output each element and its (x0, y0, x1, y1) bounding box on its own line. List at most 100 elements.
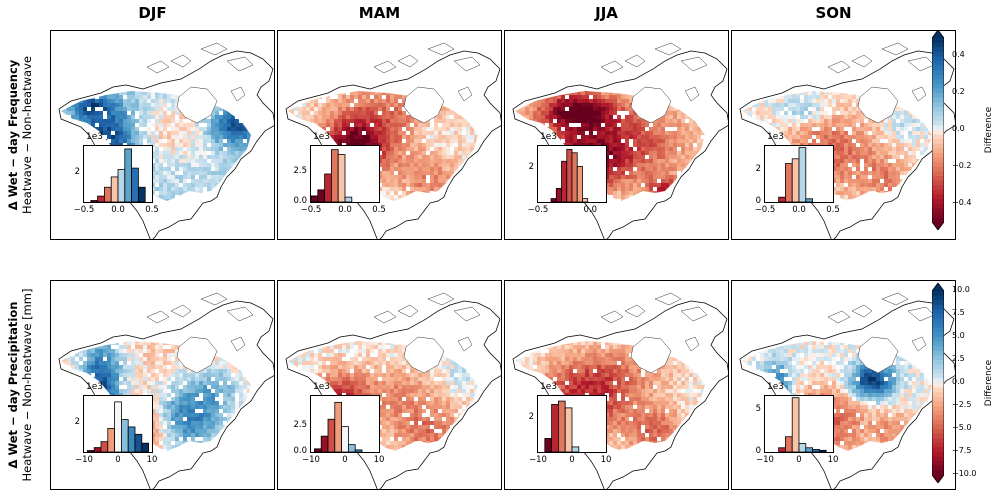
histogram-x-tick: 0.5 (826, 205, 840, 215)
water-body (230, 336, 246, 352)
histogram-y-tick: 0.0 (293, 196, 307, 206)
histogram-bar (327, 418, 336, 452)
histogram-bar (87, 450, 95, 452)
water-body (911, 336, 927, 352)
histogram-scale-label: 1e3 (767, 132, 784, 142)
histogram-x-tick: −10 (75, 455, 93, 465)
water-body (403, 336, 445, 374)
histogram-x-tick: 10 (600, 455, 612, 465)
water-body (146, 310, 170, 324)
colorbar-tick-label: −10.0 (952, 469, 977, 478)
water-body (176, 336, 218, 374)
water-body (397, 54, 419, 68)
histogram-x-tick: −0.5 (300, 205, 322, 215)
histogram-inset: 1e3 2 −0.5 0.0 0.5 (74, 132, 159, 215)
histogram-bar (127, 426, 136, 452)
histogram-bar (97, 195, 105, 202)
water-body (226, 306, 254, 322)
colorbar-tick-label: −2.5 (952, 400, 972, 409)
north-america-map (285, 292, 501, 489)
histogram-x-tick: 0 (342, 455, 348, 465)
histogram-bar (93, 447, 102, 452)
histogram-bar (551, 404, 559, 452)
water-body (373, 60, 397, 74)
map-panel-precipitation-son: 1e3 5 0 −10 0 10 (731, 280, 956, 490)
histogram-bar (819, 449, 827, 452)
histogram-x-tick: −10 (302, 455, 320, 465)
water-body (911, 86, 927, 102)
histogram-bar (134, 433, 143, 452)
water-body (200, 292, 228, 306)
histogram-bar (555, 188, 562, 202)
histogram-y-tick: 2.5 (293, 419, 307, 430)
water-body (654, 292, 682, 306)
histogram-bar (344, 196, 353, 202)
histogram-y-tick: 2 (74, 416, 80, 427)
water-body (881, 42, 909, 56)
histogram-x-tick: 0 (796, 455, 802, 465)
water-body (680, 306, 708, 322)
row-label-precipitation-subtitle: Heatwave − Non-heatwave [mm] (20, 288, 34, 482)
row-label-precipitation: Δ Wet − day Precipitation Heatwave − Non… (0, 280, 40, 490)
water-body (457, 336, 473, 352)
histogram-bar (576, 165, 583, 202)
row-label-frequency-title: Δ Wet − day Frequency (6, 59, 20, 211)
histogram-y-tick: 2 (528, 412, 534, 423)
colorbar-tick-label: 0.4 (952, 50, 965, 60)
histogram-bar (791, 397, 800, 452)
histogram-bar (320, 435, 329, 452)
histogram-bars (311, 149, 353, 202)
water-body (170, 54, 192, 68)
histogram-scale-label: 1e3 (313, 382, 330, 392)
histogram-bar (138, 186, 146, 202)
histogram-bar (330, 149, 339, 202)
row-label-precipitation-title: Δ Wet − day Precipitation (6, 301, 20, 469)
histogram-scale-label: 1e3 (767, 382, 784, 392)
histogram-bar (117, 169, 126, 202)
north-america-map (512, 292, 728, 489)
water-body (857, 336, 899, 374)
water-body (600, 310, 624, 324)
histogram-inset: 1e3 2.5 0.0 −0.5 0.0 0.5 (293, 132, 385, 215)
histogram-bar (805, 198, 813, 202)
histogram-x-tick: 10 (146, 455, 158, 465)
histogram-x-tick: 0.5 (145, 205, 159, 215)
water-body (230, 86, 246, 102)
histogram-bar (571, 152, 578, 202)
histogram-x-tick: −10 (756, 455, 774, 465)
col-title-mam: MAM (358, 4, 401, 22)
water-body (600, 60, 624, 74)
histogram-x-tick: 0.0 (111, 205, 125, 215)
histogram-bars (778, 147, 813, 202)
map-panel-frequency-jja: 1e3 2 −0.5 0.0 (504, 30, 729, 240)
histogram-x-tick: −0.5 (527, 205, 549, 215)
histogram-bar (311, 195, 319, 202)
histogram-bar (103, 186, 112, 202)
map-panel-precipitation-mam: 1e3 2.5 0.0 −10 0 10 (277, 280, 502, 490)
histogram-bar (582, 198, 589, 202)
histogram-bar (124, 148, 132, 202)
water-body (200, 42, 228, 56)
histogram-x-tick: 0.5 (372, 205, 386, 215)
histogram-bar (341, 426, 349, 452)
histogram-bar (791, 158, 800, 202)
histogram-y-tick: 0.0 (293, 446, 307, 456)
water-body (857, 86, 899, 124)
histogram-bars (550, 148, 589, 202)
histogram-bar (354, 449, 363, 452)
histogram-bars (90, 148, 146, 202)
water-body (453, 306, 481, 322)
histogram-bar (778, 447, 786, 452)
water-body (630, 86, 672, 124)
map-panel-precipitation-djf: 1e3 2 −10 0 10 (50, 280, 275, 490)
col-title-jja: JJA (595, 4, 618, 22)
colorbar-precipitation-label: Difference (984, 359, 994, 407)
histogram-scale-label: 1e3 (86, 382, 103, 392)
colorbar-tick-label: 10.0 (952, 285, 970, 294)
histogram-bar (107, 428, 115, 452)
water-body (226, 56, 254, 72)
histogram-y-tick: 0 (755, 196, 761, 206)
water-body (851, 54, 873, 68)
water-body (453, 56, 481, 72)
colorbar-tick-label: 0.0 (952, 124, 965, 133)
